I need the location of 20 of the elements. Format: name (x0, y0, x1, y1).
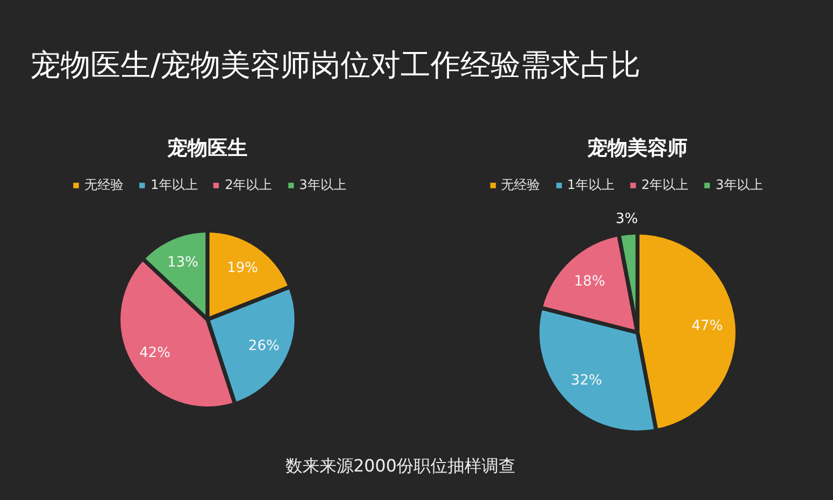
chart-title: 宠物医生 (166, 136, 248, 160)
legend-label: 1年以上 (567, 177, 614, 194)
legend-label: 3年以上 (716, 177, 763, 194)
data-label: 47% (692, 318, 723, 334)
data-label: 32% (570, 372, 602, 388)
text: 宠物医生/宠物美容师岗位对工作经验需求占比 (30, 48, 641, 83)
legend-label: 2年以上 (641, 177, 689, 194)
legend-label: 1年以上 (150, 177, 198, 194)
data-label: 13% (167, 254, 198, 270)
data-label: 42% (139, 344, 170, 361)
data-label: 3% (616, 211, 638, 228)
legend-label: 3年以上 (299, 177, 346, 194)
text: 数来来源2000份职位抽样调查 (285, 456, 516, 476)
data-label: 26% (248, 338, 280, 354)
chart-title: 宠物美容师 (586, 136, 688, 160)
data-label: 18% (574, 273, 606, 290)
data-label: 19% (226, 260, 258, 276)
legend-label: 无经验 (501, 177, 540, 194)
legend-label: 无经验 (84, 177, 124, 194)
legend-label: 2年以上 (224, 177, 272, 194)
